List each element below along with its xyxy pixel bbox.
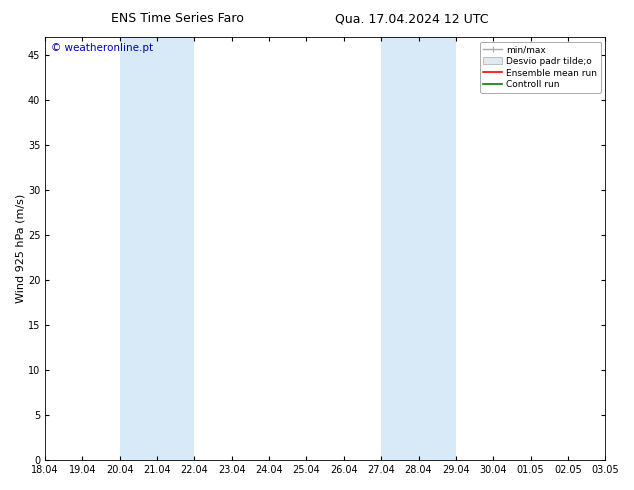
Text: ENS Time Series Faro: ENS Time Series Faro bbox=[111, 12, 244, 25]
Text: Qua. 17.04.2024 12 UTC: Qua. 17.04.2024 12 UTC bbox=[335, 12, 489, 25]
Bar bbox=[120, 37, 195, 460]
Text: © weatheronline.pt: © weatheronline.pt bbox=[51, 44, 153, 53]
Bar bbox=[381, 37, 456, 460]
Legend: min/max, Desvio padr tilde;o, Ensemble mean run, Controll run: min/max, Desvio padr tilde;o, Ensemble m… bbox=[480, 42, 600, 93]
Y-axis label: Wind 925 hPa (m/s): Wind 925 hPa (m/s) bbox=[15, 194, 25, 303]
